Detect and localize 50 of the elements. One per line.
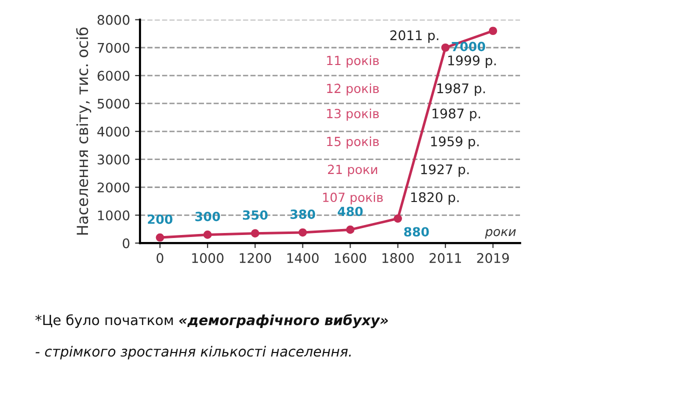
annotation: 1959 р. [431,136,479,149]
text: - стрімкого зростання кількості населення. [36,346,351,360]
x-tick-label: 2019 [477,253,509,264]
data-label: 380 [290,210,316,219]
data-label: 880 [404,227,429,237]
annotation: 1999 р. [448,55,496,68]
x-tick-label: 1400 [287,253,319,264]
y-tick-label: 4000 [97,126,130,137]
point [156,233,164,242]
annotation: 107 років [323,192,383,204]
y-tick-label: 6000 [98,70,130,81]
x-tick-label: 1800 [382,253,414,264]
y-axis-title: Населення світу, тис. осіб [76,27,92,235]
annotation: 1820 р. [411,192,459,205]
data-label: 300 [195,212,220,222]
point [488,26,498,36]
y-tick-label: 1000 [98,210,130,220]
x-tick-label: 1200 [240,253,272,264]
annotation: 11 років [327,56,379,68]
data-label: 480 [338,206,363,216]
point [346,226,354,234]
data-label: 350 [242,210,268,220]
annotation: 1987 р. [432,108,480,122]
annotation: 1927 р. [421,164,469,177]
data-label: 7000 [452,42,486,52]
text: *Це було початком [35,314,173,328]
annotation: 15 років [327,136,379,149]
point [250,229,260,238]
point [441,43,450,52]
x-tick-label: 2011 [430,253,461,264]
annotation: 1987 р. [437,83,485,96]
y-tick-label: 7000 [98,42,130,53]
y-tick-label: 5000 [98,98,130,109]
annotation: 2011 р. [390,30,438,43]
point [203,230,212,239]
point [298,228,307,237]
annotation: 12 років [327,83,379,96]
y-tick-label: 2000 [98,182,130,192]
annotation: 21 роки [328,164,378,177]
data-label: 200 [148,214,172,224]
point [394,214,402,223]
x-tick-label: 1600 [334,253,366,264]
x-tick-label: 0 [156,253,164,264]
y-tick-label: 0 [122,238,130,248]
annotation: 13 років [327,108,379,121]
y-tick-label: 8000 [98,14,130,25]
x-axis-title: роки [485,229,516,239]
x-tick-label: 1000 [192,253,224,264]
text: «демографічного вибуху» [179,314,388,328]
y-tick-label: 3000 [98,154,130,165]
